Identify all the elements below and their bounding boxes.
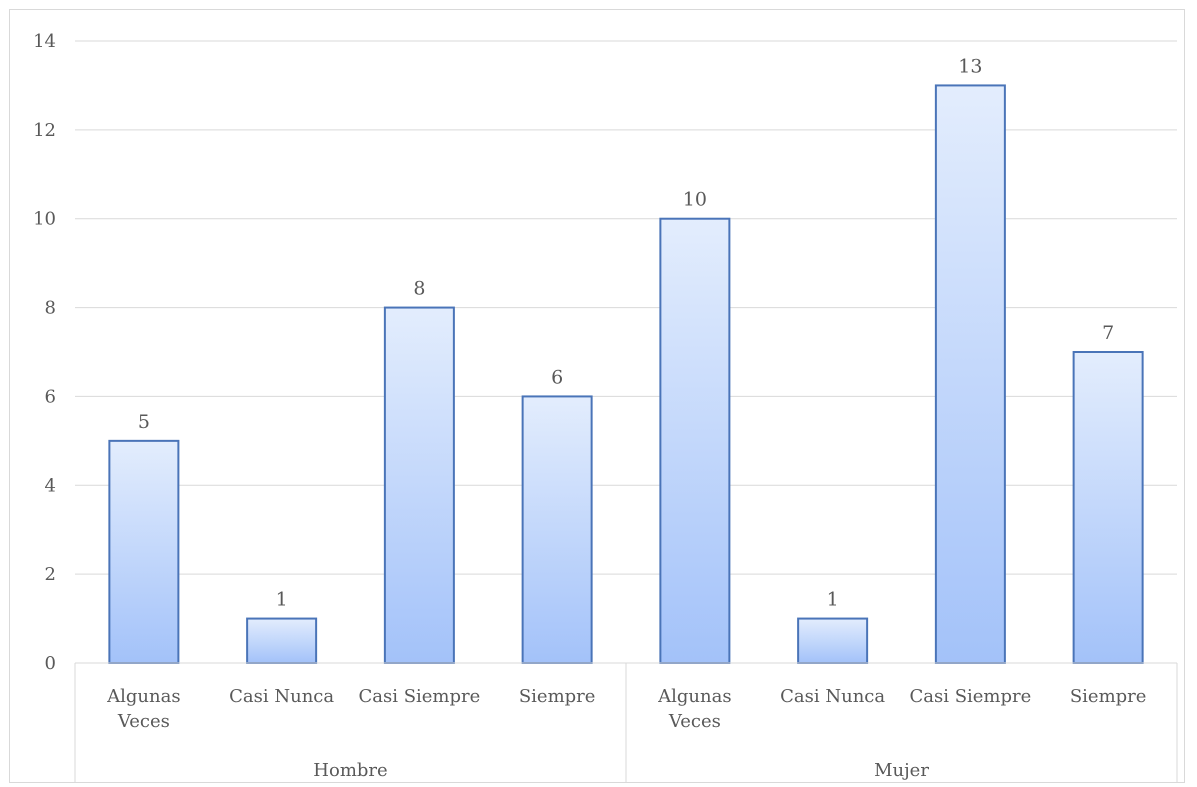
bar [108, 439, 180, 664]
x-category-label: Casi Nunca [780, 686, 885, 707]
x-category-label: Algunas Veces [657, 686, 731, 732]
y-tick-label: 0 [45, 653, 56, 674]
bar [1072, 351, 1144, 664]
x-category-label: Siempre [1070, 686, 1147, 707]
bars [108, 84, 1144, 664]
data-label: 6 [551, 366, 563, 388]
bar [383, 306, 455, 664]
y-axis-tick-labels: 0 2 4 6 8 10 12 14 [33, 31, 56, 674]
x-axis: Algunas Veces Casi Nunca Casi Siempre Siempr… [74, 662, 1178, 783]
data-label: 1 [276, 589, 288, 611]
x-group-label: Hombre [313, 760, 387, 781]
data-label: 7 [1102, 322, 1114, 344]
bar [521, 395, 593, 664]
x-category-label: Casi Siempre [909, 686, 1031, 707]
data-label: 5 [138, 411, 150, 433]
x-category-label: Casi Siempre [358, 686, 480, 707]
y-tick-label: 2 [45, 564, 56, 585]
data-label: 8 [413, 278, 425, 300]
data-label: 1 [827, 589, 839, 611]
x-category-label: Siempre [519, 686, 596, 707]
bar [659, 217, 731, 664]
bar [934, 84, 1006, 664]
bar [797, 617, 869, 664]
x-category-label: Algunas Veces [106, 686, 180, 732]
y-tick-label: 12 [33, 120, 56, 141]
bar [246, 617, 318, 664]
y-tick-label: 4 [45, 475, 56, 496]
y-tick-label: 10 [33, 209, 56, 230]
x-group-label: Mujer [874, 760, 929, 781]
y-tick-label: 14 [33, 31, 56, 52]
data-label: 13 [958, 55, 982, 77]
x-category-label: Casi Nunca [229, 686, 334, 707]
data-labels: 5 1 8 6 10 1 13 7 [138, 55, 1114, 610]
data-label: 10 [683, 189, 707, 211]
y-tick-label: 6 [45, 386, 56, 407]
y-tick-label: 8 [45, 298, 56, 319]
gridlines [75, 40, 1177, 664]
